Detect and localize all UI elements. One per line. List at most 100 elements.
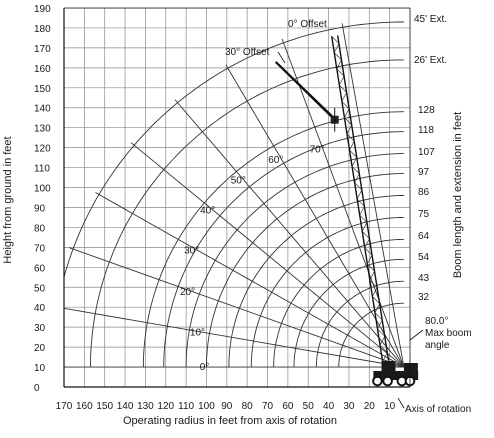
boom-length-arc (64, 21, 404, 279)
boom-lattice (344, 108, 350, 118)
boom-length-label: 43 (418, 273, 430, 284)
boom-lattice (359, 206, 365, 216)
axis-of-rotation-label: Axis of rotation (405, 404, 471, 415)
y-tick-label: 100 (34, 184, 51, 195)
boom-lattice (369, 271, 375, 281)
boom-lattice (331, 36, 340, 44)
x-tick-label: 80 (242, 401, 254, 412)
max-boom-angle-label-line1: Max boom (425, 328, 472, 339)
boom-angle-ray (95, 192, 405, 368)
y-tick-label: 60 (34, 263, 46, 274)
jib-30-offset-chord (278, 63, 339, 122)
boom-lattice (339, 84, 347, 93)
offset-30-leader (277, 51, 286, 64)
boom-lattice (372, 296, 380, 304)
boom-lattice (367, 254, 373, 265)
y-tick-label: 130 (34, 124, 51, 135)
axes-frame (63, 7, 411, 388)
right-axis-title: Boom length and extension in feet (452, 112, 464, 278)
carrier-cab (381, 361, 396, 372)
y-tick-label: 30 (34, 323, 46, 334)
y-tick-label: 10 (34, 363, 46, 374)
boom-lattice (351, 166, 360, 174)
boom-lattice (364, 247, 373, 256)
boom-length-label: 118 (418, 125, 434, 136)
max-angle-ray (341, 23, 405, 368)
x-tick-label: 130 (137, 401, 154, 412)
boom-and-jib-drawing (274, 35, 390, 362)
boom-lattice (356, 198, 365, 207)
x-tick-label: 50 (303, 401, 315, 412)
boom-length-label: 107 (418, 147, 435, 158)
x-tick-label: 20 (364, 401, 376, 412)
y-tick-label: 90 (34, 203, 46, 214)
boom-angle-ray (225, 64, 405, 368)
x-tick-label: 150 (96, 401, 113, 412)
angle-label: 60° (268, 155, 283, 166)
y-tick-label: 40 (34, 303, 46, 314)
max-boom-angle-label-line2: angle (425, 340, 450, 351)
y-tick-label: 150 (34, 84, 51, 95)
jib-extension-label: 26' Ext. (414, 55, 447, 66)
x-tick-label: 90 (221, 401, 233, 412)
boom-length-arc (250, 216, 404, 368)
y-tick-label: 190 (34, 4, 51, 15)
angle-label: 30° (184, 245, 199, 256)
boom-lattice (334, 52, 342, 61)
boom-length-arc (90, 59, 404, 368)
boom-length-label: 86 (418, 187, 430, 198)
boom-lattice (334, 43, 340, 53)
boom-length-arc (206, 173, 404, 368)
x-axis-title: Operating radius in feet from axis of ro… (123, 415, 337, 427)
boom-main-chord-a (336, 35, 390, 361)
boom-lattice (372, 287, 378, 297)
boom-lattice (379, 345, 388, 353)
boom-angle-ray (69, 247, 405, 368)
boom-angle-ray (130, 142, 405, 368)
boom-lattice (374, 303, 380, 313)
boom-length-arc (185, 153, 404, 368)
x-tick-label: 100 (198, 401, 215, 412)
boom-length-label: 75 (418, 209, 430, 220)
boom-length-label: 128 (418, 105, 435, 116)
angle-label: 0° (200, 362, 210, 373)
x-tick-label: 30 (343, 401, 355, 412)
boom-lattice (339, 75, 345, 86)
angle-label: 70° (310, 145, 325, 156)
boom-lattice (351, 157, 358, 167)
boom-lattice (336, 68, 345, 77)
boom-lattice (377, 328, 385, 337)
y-axis-title: Height from ground in feet (2, 136, 14, 263)
boom-lattice (382, 352, 388, 362)
angle-label: 10° (190, 327, 205, 338)
carrier-wheel (372, 375, 383, 387)
boom-lattice (364, 238, 370, 248)
boom-angle-ray (174, 99, 405, 368)
angle-label: 20° (180, 287, 195, 298)
boom-lattice (344, 117, 352, 126)
x-tick-label: 160 (76, 401, 93, 412)
angle-label: 40° (200, 206, 215, 217)
y-tick-label: 20 (34, 343, 46, 354)
boom-length-label: 32 (418, 292, 430, 303)
carrier-wheel (382, 375, 393, 387)
boom-lattice (367, 263, 375, 272)
boom-lattice (362, 231, 370, 239)
carrier-body (373, 371, 419, 381)
boom-length-arc (228, 195, 404, 368)
axis-of-rotation-leader (397, 397, 405, 409)
boom-lattice (346, 124, 352, 135)
boom-lattice (349, 149, 357, 158)
boom-lattice (379, 336, 385, 346)
y-tick-label: 140 (34, 104, 51, 115)
boom-lattice (377, 319, 383, 330)
boom-angle-ray (64, 307, 404, 368)
boom-lattice (346, 133, 355, 142)
max-boom-angle-value: 80.0° (425, 316, 448, 327)
offset-0-label: 0° Offset (288, 19, 327, 30)
y-tick-label: 180 (34, 24, 51, 35)
carrier-turret (403, 363, 418, 372)
chart-labels: Operating radius in feet from axis of ro… (2, 4, 472, 427)
